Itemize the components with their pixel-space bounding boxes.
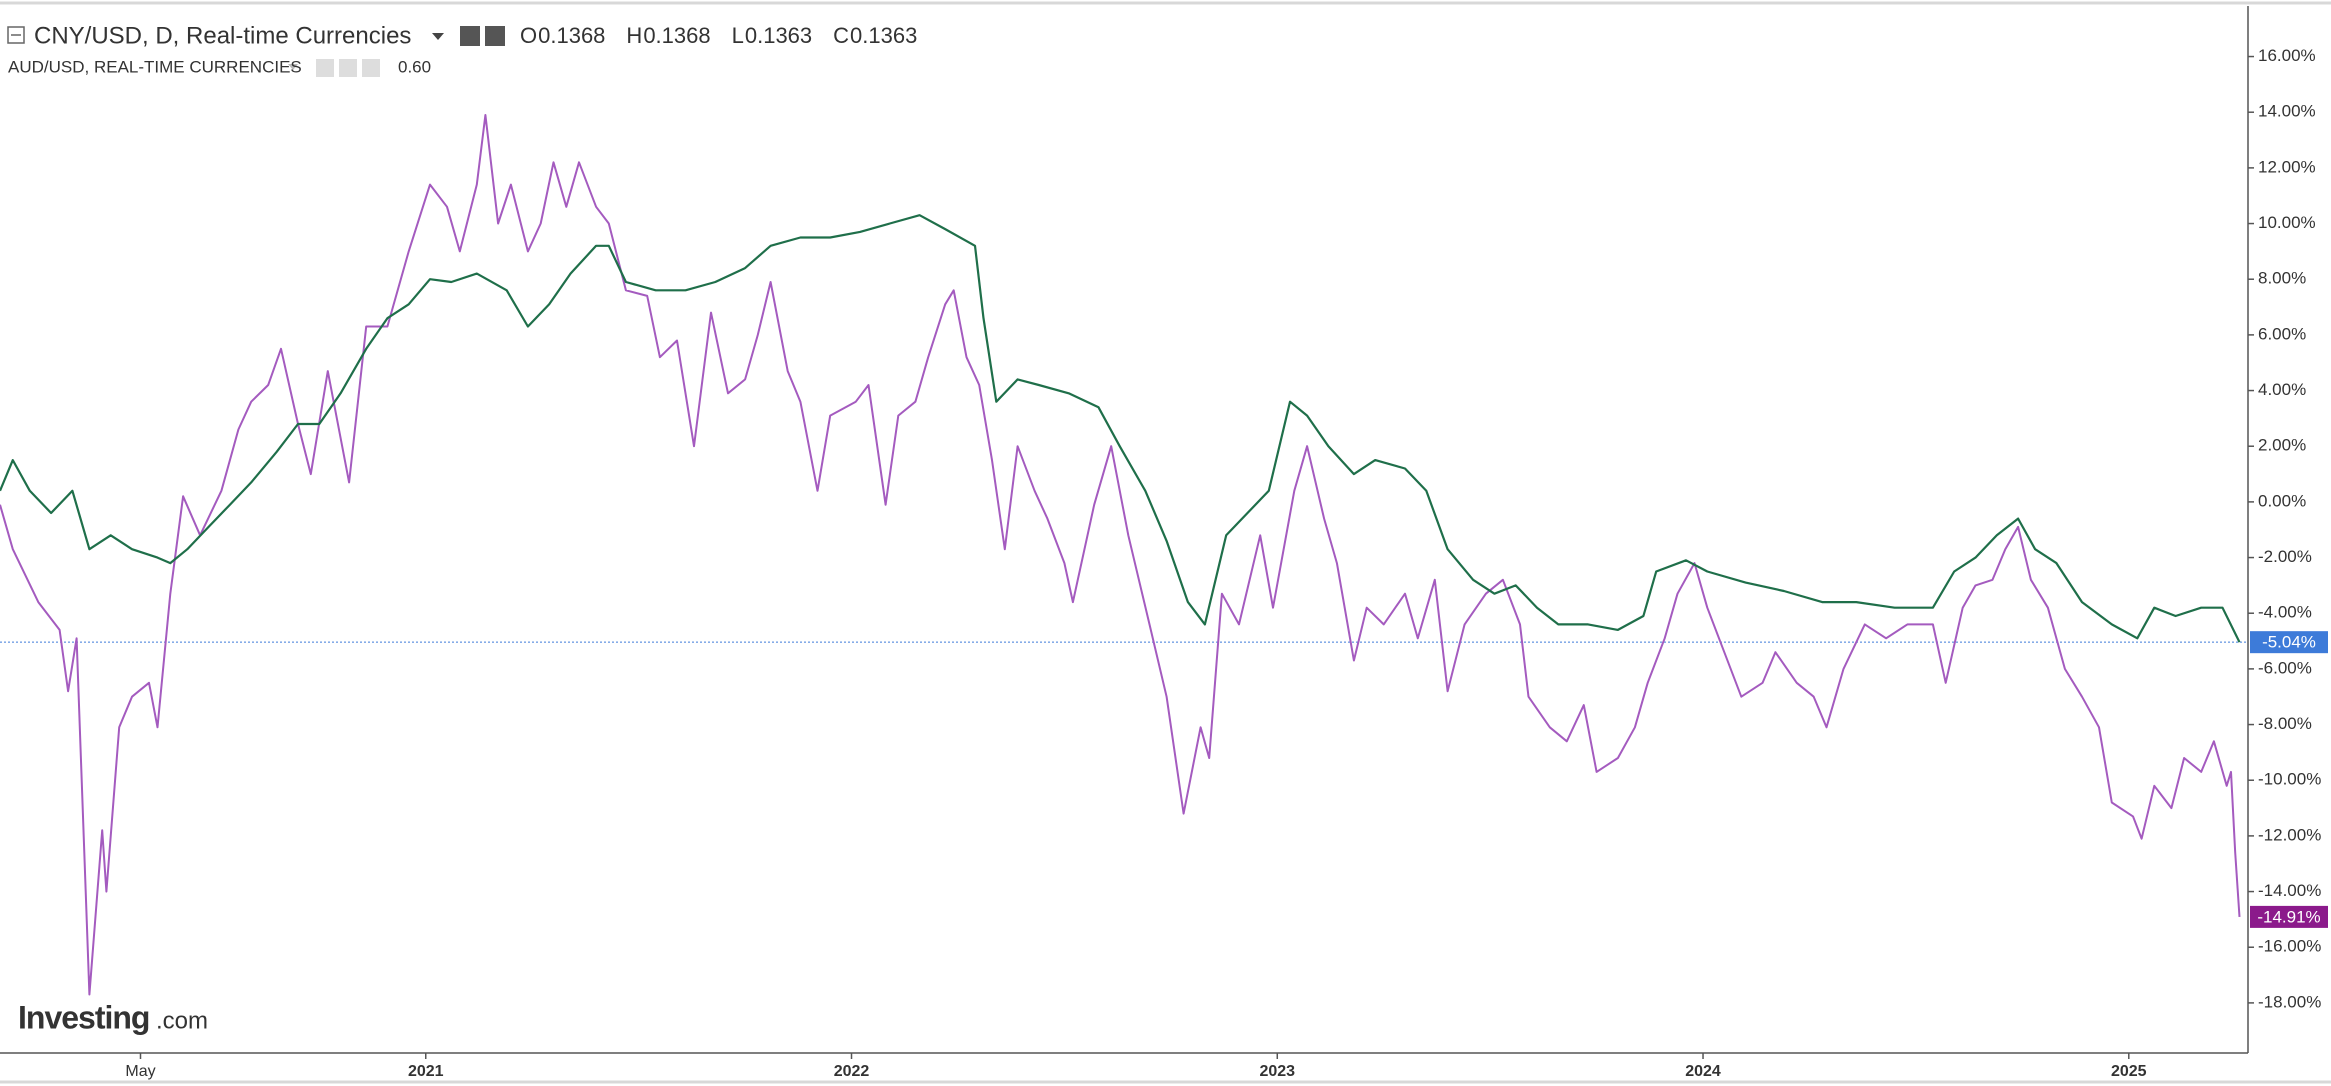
x-tick-label: 2023 xyxy=(1259,1063,1295,1080)
close-icon[interactable] xyxy=(362,59,380,77)
y-tick-label: 4.00% xyxy=(2258,380,2306,399)
ohlc-value: 0.1368 xyxy=(643,23,710,48)
eye-icon[interactable] xyxy=(460,26,480,46)
series-quote: 0.60 xyxy=(398,57,431,76)
dropdown-arrow[interactable] xyxy=(288,64,298,70)
ohlc-key: O xyxy=(520,23,537,48)
price-tag xyxy=(2250,905,2328,928)
series-title: AUD/USD, REAL-TIME CURRENCIES xyxy=(8,57,302,76)
series-title: CNY/USD, D, Real-time Currencies xyxy=(34,22,411,49)
y-tick-label: 14.00% xyxy=(2258,102,2316,121)
x-tick-label: 2025 xyxy=(2111,1063,2147,1080)
y-tick-label: 10.00% xyxy=(2258,213,2316,232)
dropdown-arrow[interactable] xyxy=(432,33,444,40)
y-tick-label: 2.00% xyxy=(2258,436,2306,455)
y-tick-label: -16.00% xyxy=(2258,937,2321,956)
logo: Investing .com xyxy=(18,999,208,1035)
y-tick-label: 16.00% xyxy=(2258,46,2316,65)
price-tag xyxy=(2250,631,2328,654)
logo-text: Investing xyxy=(18,999,149,1035)
x-tick-label: 2022 xyxy=(834,1063,870,1080)
y-tick-label: -2.00% xyxy=(2258,547,2312,566)
y-tick-label: -8.00% xyxy=(2258,714,2312,733)
series-line xyxy=(0,114,2241,996)
ohlc-value: 0.1368 xyxy=(538,23,605,48)
y-tick-label: 8.00% xyxy=(2258,269,2306,288)
ohlc-value: 0.1363 xyxy=(745,23,812,48)
y-tick-label: 6.00% xyxy=(2258,324,2306,343)
price-tag-label: -14.91% xyxy=(2257,907,2320,926)
ohlc-value: 0.1363 xyxy=(850,23,917,48)
y-tick-label: -14.00% xyxy=(2258,881,2321,900)
y-tick-label: -4.00% xyxy=(2258,603,2312,622)
y-tick-label: 12.00% xyxy=(2258,157,2316,176)
y-tick-label: -18.00% xyxy=(2258,992,2321,1011)
x-tick-label: 2021 xyxy=(408,1063,444,1080)
y-tick-label: 0.00% xyxy=(2258,491,2306,510)
settings-icon[interactable] xyxy=(339,59,357,77)
ohlc-key: H xyxy=(626,23,642,48)
settings-icon[interactable] xyxy=(485,26,505,46)
ohlc-key: L xyxy=(732,23,744,48)
collapse-icon[interactable] xyxy=(7,26,25,44)
ohlc-key: C xyxy=(833,23,849,48)
y-tick-label: -12.00% xyxy=(2258,825,2321,844)
logo-suffix: .com xyxy=(156,1007,208,1034)
eye-icon[interactable] xyxy=(316,59,334,77)
series-line xyxy=(0,214,2241,643)
price-tag-label: -5.04% xyxy=(2262,633,2316,652)
y-tick-label: -10.00% xyxy=(2258,770,2321,789)
y-tick-label: -6.00% xyxy=(2258,658,2312,677)
x-tick-label: May xyxy=(125,1063,155,1080)
x-tick-label: 2024 xyxy=(1685,1063,1721,1080)
